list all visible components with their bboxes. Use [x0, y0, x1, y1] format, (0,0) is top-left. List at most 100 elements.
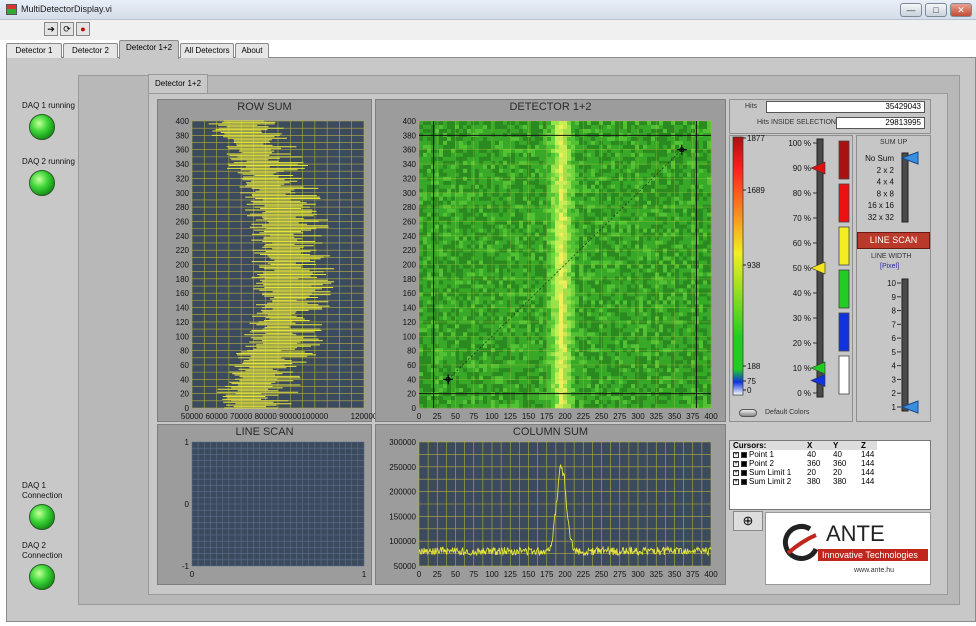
heatmap-cell: [651, 176, 656, 182]
heatmap-cell: [555, 256, 560, 261]
heatmap-cell: [435, 200, 440, 206]
tab-detector-2[interactable]: Detector 2: [63, 43, 118, 58]
heatmap-cell: [487, 152, 492, 158]
heatmap-cell: [495, 296, 500, 301]
heatmap-cell: [647, 156, 652, 162]
heatmap-cell: [659, 336, 664, 341]
heatmap-cell: [543, 148, 548, 154]
heatmap-cell: [623, 128, 628, 134]
heatmap-cell: [583, 248, 588, 253]
heatmap-cell: [639, 392, 644, 397]
heatmap-cell: [639, 340, 644, 345]
heatmap-cell: [459, 392, 464, 397]
tab-about[interactable]: About: [235, 43, 269, 58]
heatmap-cell: [647, 288, 652, 293]
heatmap-cell: [627, 172, 632, 178]
heatmap-cell: [507, 248, 512, 253]
heatmap-cell: [587, 124, 592, 130]
heatmap-cell: [535, 176, 540, 182]
heatmap-cell: [687, 260, 692, 265]
heatmap-cell: [587, 121, 592, 126]
row-sum-chart[interactable]: 0204060801001201401601802002202402602803…: [157, 99, 378, 422]
heatmap-cell: [511, 368, 516, 373]
heatmap-cell: [503, 396, 508, 401]
heatmap-cell: [667, 360, 672, 365]
heatmap-cell: [671, 400, 676, 405]
tab-detector-1-2[interactable]: Detector 1+2: [119, 40, 179, 59]
heatmap-cell: [443, 380, 448, 385]
heatmap-cell: [559, 300, 564, 305]
tab-detector-1[interactable]: Detector 1: [6, 43, 62, 58]
heatmap-cell: [519, 208, 524, 213]
heatmap-cell: [495, 232, 500, 237]
maximize-button[interactable]: □: [925, 3, 947, 17]
heatmap-cell: [499, 124, 504, 130]
heatmap-cell: [671, 364, 676, 369]
heatmap-cell: [583, 392, 588, 397]
heatmap-cell: [679, 360, 684, 365]
heatmap-cell: [499, 312, 504, 317]
heatmap-cell: [443, 360, 448, 365]
heatmap-cell: [507, 232, 512, 237]
heatmap-cell: [435, 208, 440, 213]
heatmap-cell: [539, 192, 544, 198]
heatmap-cell: [499, 260, 504, 265]
heatmap-cell: [427, 264, 432, 269]
run-arrow-icon[interactable]: ➔: [44, 22, 58, 36]
heatmap-cell: [603, 256, 608, 261]
run-continuously-icon[interactable]: ⟳: [60, 22, 74, 36]
heatmap-cell: [583, 180, 588, 186]
heatmap-cell: [419, 356, 424, 361]
heatmap-cell: [475, 268, 480, 273]
heatmap-cell: [559, 216, 564, 221]
heatmap-cell: [547, 376, 552, 381]
heatmap-cell: [551, 220, 556, 225]
heatmap-cell: [499, 236, 504, 241]
abort-icon[interactable]: ●: [76, 22, 90, 36]
heatmap-cell: [663, 184, 668, 190]
heatmap-cell: [527, 248, 532, 253]
heatmap-cell: [563, 264, 568, 269]
heatmap-cell: [655, 200, 660, 206]
heatmap-cell: [579, 336, 584, 341]
heatmap-cell: [531, 228, 536, 233]
heatmap-cell: [583, 368, 588, 373]
heatmap-cell: [615, 272, 620, 277]
heatmap-cell: [667, 184, 672, 190]
heatmap-cell: [563, 376, 568, 381]
heatmap-cell: [503, 184, 508, 190]
heatmap-cell: [503, 384, 508, 389]
heatmap-cell: [571, 244, 576, 249]
heatmap-cell: [435, 136, 440, 142]
heatmap-cell: [683, 276, 688, 281]
heatmap-cell: [647, 332, 652, 337]
heatmap-cell: [567, 156, 572, 162]
heatmap-cell: [559, 284, 564, 289]
heatmap-cell: [439, 200, 444, 206]
heatmap-cell: [623, 276, 628, 281]
heatmap-cell: [591, 212, 596, 217]
heatmap-cell: [523, 212, 528, 217]
heatmap-cell: [543, 168, 548, 174]
tab-all-detectors[interactable]: All Detectors: [180, 43, 234, 58]
heatmap-cell: [535, 184, 540, 190]
close-button[interactable]: ✕: [950, 3, 972, 17]
detector-heatmap[interactable]: 0204060801001201401601802002202402602803…: [375, 99, 726, 422]
heatmap-cell: [683, 344, 688, 349]
heatmap-cell: [503, 332, 508, 337]
heatmap-cell: [651, 216, 656, 221]
heatmap-cell: [503, 216, 508, 221]
minimize-button[interactable]: —: [900, 3, 922, 17]
heatmap-cell: [599, 144, 604, 150]
heatmap-cell: [643, 308, 648, 313]
heatmap-cell: [659, 364, 664, 369]
heatmap-cell: [615, 248, 620, 253]
heatmap-cell: [587, 184, 592, 190]
heatmap-cell: [471, 276, 476, 281]
heatmap-cell: [675, 384, 680, 389]
inner-tab-detector-1-2[interactable]: Detector 1+2: [148, 74, 208, 94]
heatmap-cell: [527, 208, 532, 213]
heatmap-cell: [551, 124, 556, 130]
heatmap-cell: [459, 388, 464, 393]
heatmap-cell: [643, 236, 648, 241]
